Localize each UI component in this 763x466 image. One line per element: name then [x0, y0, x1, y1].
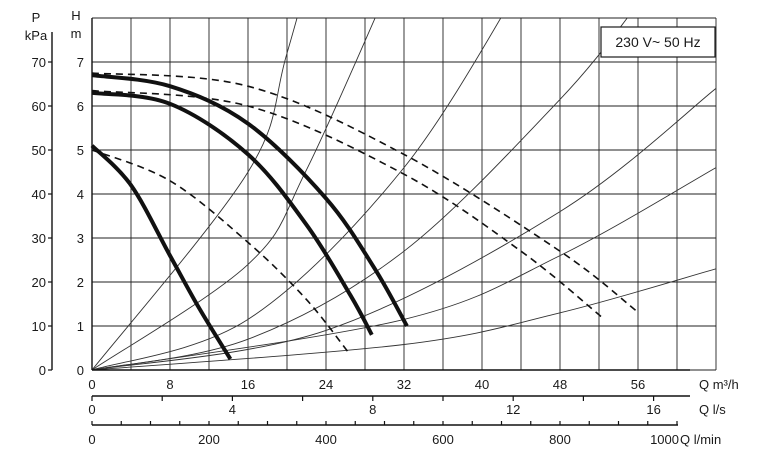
pump-curve-solid: [91, 90, 374, 336]
h-axis-unit: m: [71, 26, 82, 41]
x-axis-m3h-label: Q m³/h: [699, 377, 739, 392]
p-axis-label: P: [32, 10, 41, 25]
axes: [48, 18, 690, 426]
system-curves: [92, 18, 716, 370]
p-axis-tick-label: 20: [32, 275, 46, 290]
x-axis-lmin-label: Q l/min: [680, 432, 721, 447]
h-axis-tick-label: 3: [77, 231, 84, 246]
x-axis-m3h-tick-label: 8: [166, 377, 173, 392]
x-axis-m3h-tick-label: 56: [631, 377, 645, 392]
x-axis-ls-tick-label: 8: [369, 402, 376, 417]
pump-curve-solid: [90, 144, 233, 361]
p-axis-tick-label: 60: [32, 99, 46, 114]
svg-text:230 V~ 50 Hz: 230 V~ 50 Hz: [615, 34, 700, 50]
x-axis-m3h-tick-label: 16: [241, 377, 255, 392]
h-axis-label: H: [71, 8, 80, 23]
p-axis-tick-label: 70: [32, 55, 46, 70]
system-curve: [92, 18, 502, 370]
x-axis-m3h-tick-label: 48: [553, 377, 567, 392]
system-curve: [92, 88, 716, 370]
system-curve: [92, 18, 628, 370]
x-axis-ls-tick-label: 0: [88, 402, 95, 417]
p-axis-tick-label: 40: [32, 187, 46, 202]
h-axis-tick-label: 7: [77, 55, 84, 70]
x-axis-ls-tick-label: 16: [646, 402, 660, 417]
x-axis-m3h-tick-label: 0: [88, 377, 95, 392]
x-axis-ls-label: Q l/s: [699, 402, 726, 417]
p-axis-tick-label: 0: [39, 363, 46, 378]
pump-curve-dashed: [91, 72, 637, 312]
p-axis-tick-label: 30: [32, 231, 46, 246]
x-axis-lmin-tick-label: 600: [432, 432, 454, 447]
voltage-label-box: 230 V~ 50 Hz: [600, 26, 716, 58]
p-axis-unit: kPa: [25, 28, 48, 43]
pump-curve-dashed: [91, 149, 350, 353]
system-curve: [92, 268, 716, 370]
h-axis-tick-label: 2: [77, 275, 84, 290]
x-axis-m3h-tick-label: 40: [475, 377, 489, 392]
x-axis-m3h-tick-label: 24: [319, 377, 333, 392]
x-axis-lmin-tick-label: 0: [88, 432, 95, 447]
system-curve: [92, 167, 716, 370]
h-axis-tick-label: 6: [77, 99, 84, 114]
pump-curves: [90, 72, 637, 361]
h-axis-tick-label: 4: [77, 187, 84, 202]
h-axis-tick-label: 1: [77, 319, 84, 334]
h-axis-tick-label: 5: [77, 143, 84, 158]
x-axis-ls-tick-label: 12: [506, 402, 520, 417]
x-axis-lmin-tick-label: 800: [549, 432, 571, 447]
pump-curve-solid: [91, 73, 409, 327]
x-axis-lmin-tick-label: 1000: [650, 432, 679, 447]
x-axis-lmin-tick-label: 200: [198, 432, 220, 447]
x-axis-m3h-tick-label: 32: [397, 377, 411, 392]
system-curve: [92, 18, 298, 370]
p-axis-tick-label: 10: [32, 319, 46, 334]
h-axis-tick-label: 0: [77, 363, 84, 378]
system-curve: [92, 18, 376, 370]
pump-curve-dashed: [91, 89, 603, 318]
x-axis-ls-tick-label: 4: [229, 402, 236, 417]
p-axis-tick-label: 50: [32, 143, 46, 158]
x-axis-lmin-tick-label: 400: [315, 432, 337, 447]
